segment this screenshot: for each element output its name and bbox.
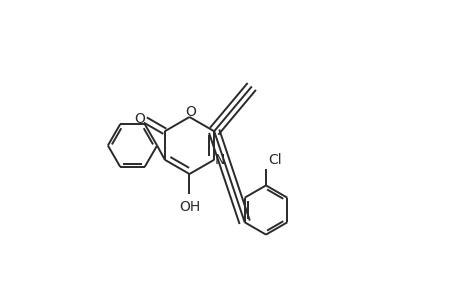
- Text: O: O: [185, 106, 196, 119]
- Text: N: N: [214, 153, 224, 167]
- Text: OH: OH: [179, 200, 200, 214]
- Text: O: O: [134, 112, 145, 126]
- Text: Cl: Cl: [268, 152, 281, 167]
